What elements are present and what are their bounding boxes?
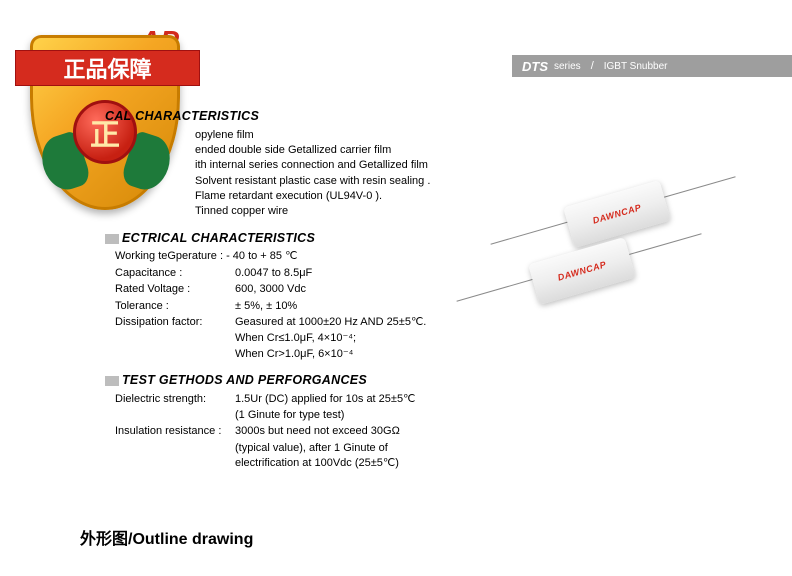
series-sub: series	[554, 61, 581, 72]
series-name: DTS	[522, 59, 548, 74]
datasheet-content: CAL CHARACTERISTICS opylene film ended d…	[105, 108, 535, 472]
ins-line3: electrification at 100Vdc (25±5℃)	[105, 456, 535, 471]
ins-label: Insulation resistance :	[105, 424, 235, 439]
die-value: 1.5Ur (DC) applied for 10s at 25±5℃	[235, 392, 535, 407]
capacitor-icon: DAWNCAP	[563, 180, 671, 248]
product-label: DAWNCAP	[592, 202, 643, 225]
bullet-icon	[105, 376, 119, 386]
cap-label: Capacitance :	[105, 266, 235, 281]
capacitor-icon: DAWNCAP	[528, 237, 636, 305]
product-label: DAWNCAP	[557, 259, 608, 282]
mech-line: ended double side Getallized carrier fil…	[105, 143, 535, 158]
product-image: DAWNCAP DAWNCAP	[477, 175, 737, 335]
lead-wire-icon	[660, 176, 735, 198]
diss-line2: When Cr≤1.0μF, 4×10⁻⁴;	[105, 331, 535, 346]
outline-heading: 外形图/Outline drawing	[80, 525, 253, 549]
die-label: Dielectric strength:	[105, 392, 235, 407]
mech-line: opylene film	[105, 128, 535, 143]
mech-line: Solvent resistant plastic case with resi…	[105, 174, 535, 189]
mechanical-title: CAL CHARACTERISTICS	[105, 108, 535, 126]
banner: 正品保障	[15, 50, 200, 86]
electrical-title: ECTRICAL CHARACTERISTICS	[105, 230, 535, 248]
ins-line2: (typical value), after 1 Ginute of	[105, 441, 535, 456]
volt-label: Rated Voltage :	[105, 282, 235, 297]
banner-text: 正品保障	[63, 52, 151, 84]
diss-label: Dissipation factor:	[105, 315, 235, 330]
test-title: TEST GETHODS AND PERFORGANCES	[105, 372, 535, 390]
die-line2: (1 Ginute for type test)	[105, 408, 535, 423]
lead-wire-icon	[626, 233, 701, 255]
diss-line3: When Cr>1.0μF, 6×10⁻⁴	[105, 347, 535, 362]
temp-line: Working teGperature : - 40 to + 85 ℃	[105, 249, 535, 264]
ins-value: 3000s but need not exceed 30GΩ	[235, 424, 535, 439]
series-bar: DTS series / IGBT Snubber	[512, 55, 792, 77]
tol-label: Tolerance :	[105, 299, 235, 314]
series-type: IGBT Snubber	[604, 61, 668, 72]
lead-wire-icon	[491, 220, 573, 244]
mech-line: ith internal series connection and Getal…	[105, 158, 535, 173]
mech-line: Tinned copper wire	[105, 204, 535, 219]
bullet-icon	[105, 234, 119, 244]
series-sep: /	[591, 60, 594, 72]
mech-line: Flame retardant execution (UL94V-0 ).	[105, 189, 535, 204]
